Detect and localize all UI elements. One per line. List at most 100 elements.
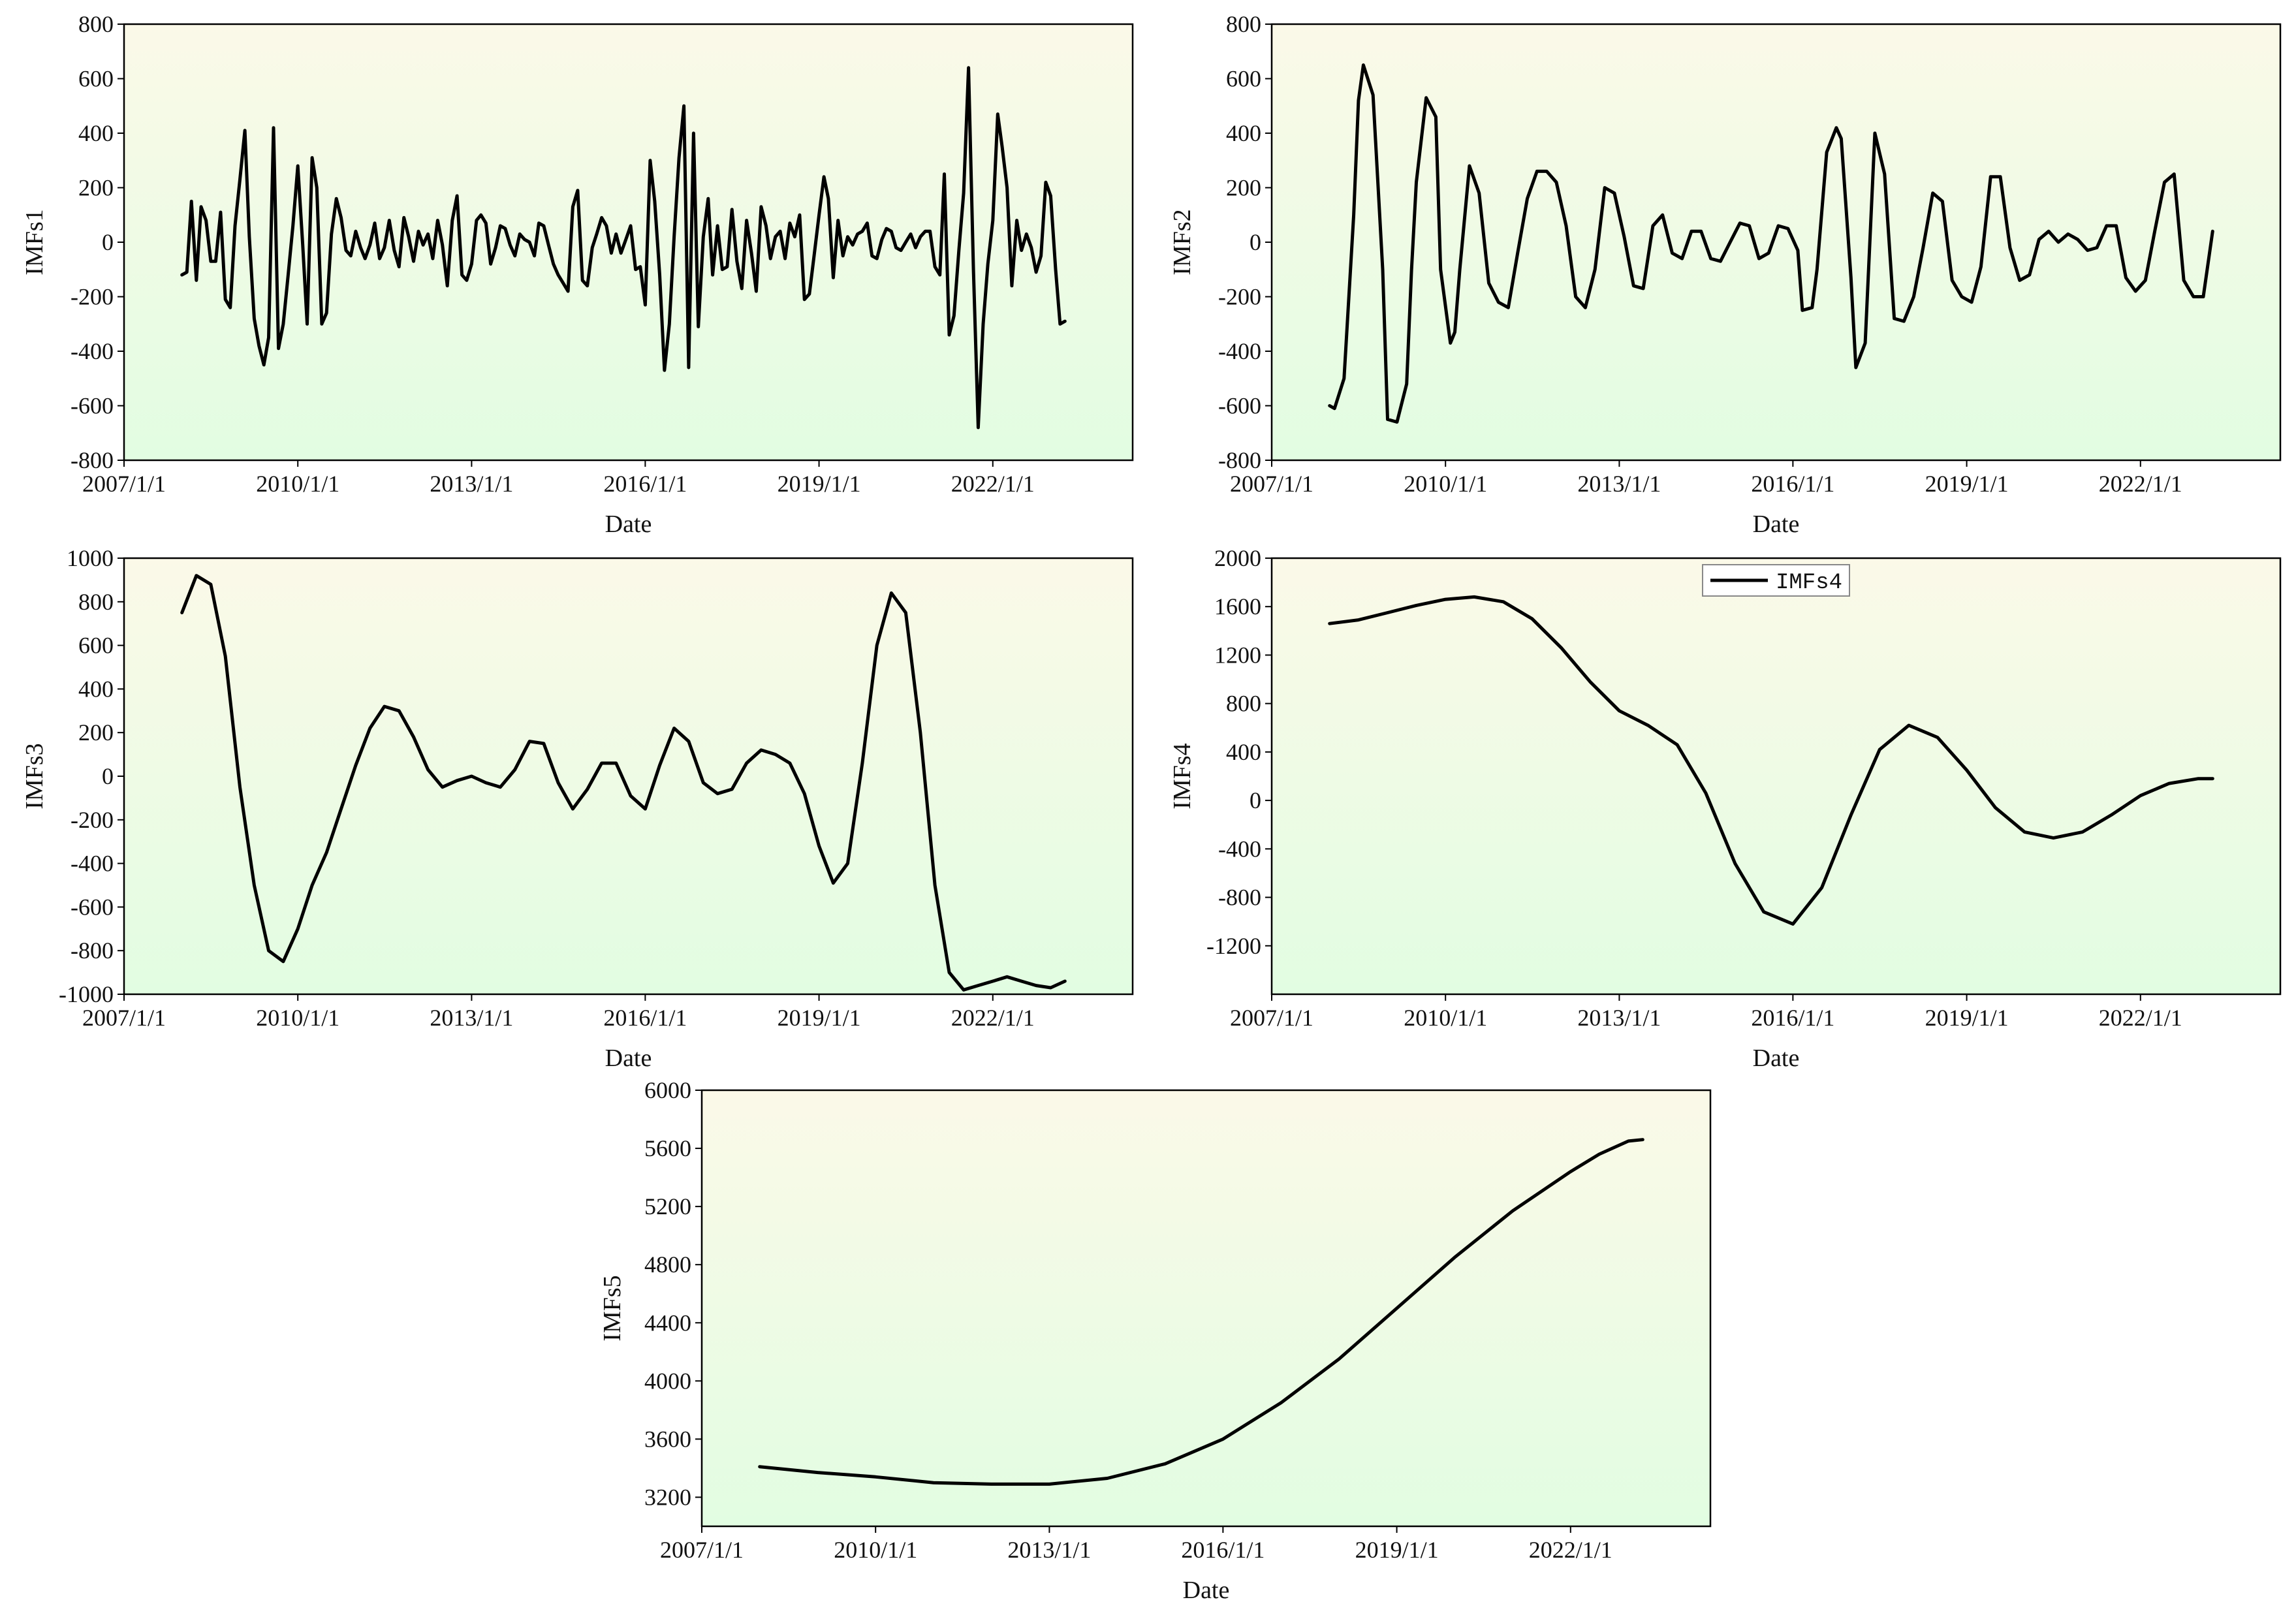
y-tick-label: 1200 [1214, 642, 1261, 668]
x-tick-label: 2007/1/1 [660, 1537, 744, 1563]
chart-panel-4: 2000 1600 1200 800 400 0 -400 -800 -1200 2007/1/1… [1169, 545, 2282, 1072]
y-tick-label: 6000 [644, 1077, 691, 1103]
plot-area [1272, 24, 2280, 460]
y-tick-label: -200 [1218, 284, 1261, 310]
legend: IMFs4 [1702, 564, 1850, 597]
series-line-1 [758, 1138, 1644, 1486]
x-tick-label: 2019/1/1 [778, 471, 861, 497]
chart-panel-3: 10008006004002000-200-400-600-800-100020… [21, 545, 1134, 1072]
plot-frame [1270, 23, 2282, 462]
x-axis-title: Date [1753, 511, 1800, 538]
plot-frame [1270, 557, 2282, 996]
y-tick-label: 200 [78, 175, 114, 201]
series-line-1 [180, 574, 1067, 992]
y-tick-label: -400 [1218, 836, 1261, 862]
x-tick-label: 2022/1/1 [951, 1005, 1035, 1031]
y-tick-label: 400 [78, 676, 114, 702]
y-tick-label: 0 [1250, 787, 1261, 813]
y-tick-label: -1200 [1206, 933, 1261, 959]
y-tick-label: -200 [71, 284, 114, 310]
y-tick-label: -600 [71, 894, 114, 920]
plot-area [124, 558, 1133, 994]
y-tick-label: 400 [1226, 120, 1261, 146]
x-tick-label: 2016/1/1 [603, 471, 687, 497]
y-tick-label: -800 [1218, 447, 1261, 473]
x-tick-label: 2013/1/1 [1577, 1005, 1661, 1031]
y-tick-label: -200 [71, 807, 114, 833]
y-tick-label: 1000 [67, 545, 114, 571]
plot-frame [123, 23, 1134, 462]
y-tick-label: -800 [1218, 885, 1261, 911]
y-tick-label: 3200 [644, 1484, 691, 1510]
x-tick-label: 2019/1/1 [1355, 1537, 1439, 1563]
y-tick-label: 600 [78, 633, 114, 659]
plot-frame [700, 1089, 1712, 1528]
legend-label: IMFs4 [1776, 571, 1842, 595]
y-axis-title: IMFs4 [1169, 743, 1196, 809]
y-tick-label: -600 [1218, 393, 1261, 419]
chart-panel-5: 6000 5600 5200 4800 4400 4000 3600 3200 2007/1/1… [599, 1077, 1712, 1604]
y-tick-label: -400 [71, 851, 114, 877]
x-axis-title: Date [1753, 1045, 1800, 1072]
plot-area [1272, 558, 2280, 994]
y-tick-label: 200 [78, 719, 114, 746]
x-axis-title: Date [605, 1045, 652, 1072]
y-tick-label: 3600 [644, 1426, 691, 1452]
y-tick-label: 800 [1226, 11, 1261, 37]
plot-area [702, 1090, 1710, 1526]
y-tick-label: 4000 [644, 1368, 691, 1394]
y-tick-label: 0 [102, 763, 114, 789]
y-tick-label: -800 [71, 447, 114, 473]
x-tick-label: 2010/1/1 [1404, 1005, 1487, 1031]
x-tick-label: 2019/1/1 [778, 1005, 861, 1031]
x-tick-label: 2022/1/1 [1529, 1537, 1612, 1563]
y-tick-label: 2000 [1214, 545, 1261, 571]
y-tick-label: -600 [71, 393, 114, 419]
x-tick-label: 2016/1/1 [1181, 1537, 1265, 1563]
y-tick-label: 5200 [644, 1193, 691, 1219]
x-tick-label: 2016/1/1 [603, 1005, 687, 1031]
x-axis-title: Date [1183, 1577, 1230, 1604]
y-tick-label: 5600 [644, 1135, 691, 1161]
series-line-1 [180, 66, 1067, 430]
x-tick-label: 2013/1/1 [1577, 471, 1661, 497]
x-tick-label: 2013/1/1 [1007, 1537, 1091, 1563]
x-tick-label: 2007/1/1 [82, 1005, 166, 1031]
x-tick-label: 2013/1/1 [430, 1005, 513, 1031]
y-tick-label: 400 [1226, 739, 1261, 765]
y-tick-label: 400 [78, 120, 114, 146]
y-tick-label: 0 [1250, 229, 1261, 255]
x-tick-label: 2019/1/1 [1925, 1005, 2009, 1031]
y-tick-label: 200 [1226, 175, 1261, 201]
y-axis-title: IMFs1 [21, 209, 48, 275]
y-tick-label: -400 [1218, 338, 1261, 364]
x-tick-label: 2010/1/1 [1404, 471, 1487, 497]
x-tick-label: 2022/1/1 [951, 471, 1035, 497]
x-tick-label: 2019/1/1 [1925, 471, 2009, 497]
y-axis-title: IMFs5 [599, 1275, 626, 1341]
x-tick-label: 2016/1/1 [1751, 471, 1834, 497]
plot-frame [123, 557, 1134, 996]
x-tick-label: 2013/1/1 [430, 471, 513, 497]
y-tick-label: -1000 [59, 981, 114, 1007]
x-tick-label: 2007/1/1 [1230, 1005, 1313, 1031]
y-tick-label: 4800 [644, 1251, 691, 1278]
y-tick-label: 800 [78, 11, 114, 37]
y-axis-title: IMFs3 [21, 743, 48, 809]
x-tick-label: 2010/1/1 [256, 471, 339, 497]
x-tick-label: 2022/1/1 [2099, 1005, 2182, 1031]
x-tick-label: 2007/1/1 [82, 471, 166, 497]
x-tick-label: 2010/1/1 [834, 1537, 917, 1563]
y-tick-label: 600 [1226, 66, 1261, 92]
x-axis-title: Date [605, 511, 652, 538]
x-tick-label: 2022/1/1 [2099, 471, 2182, 497]
y-tick-label: 600 [78, 66, 114, 92]
y-tick-label: -400 [71, 338, 114, 364]
y-tick-label: 800 [78, 589, 114, 615]
y-tick-label: 4400 [644, 1310, 691, 1336]
x-tick-label: 2010/1/1 [256, 1005, 339, 1031]
x-tick-label: 2007/1/1 [1230, 471, 1313, 497]
